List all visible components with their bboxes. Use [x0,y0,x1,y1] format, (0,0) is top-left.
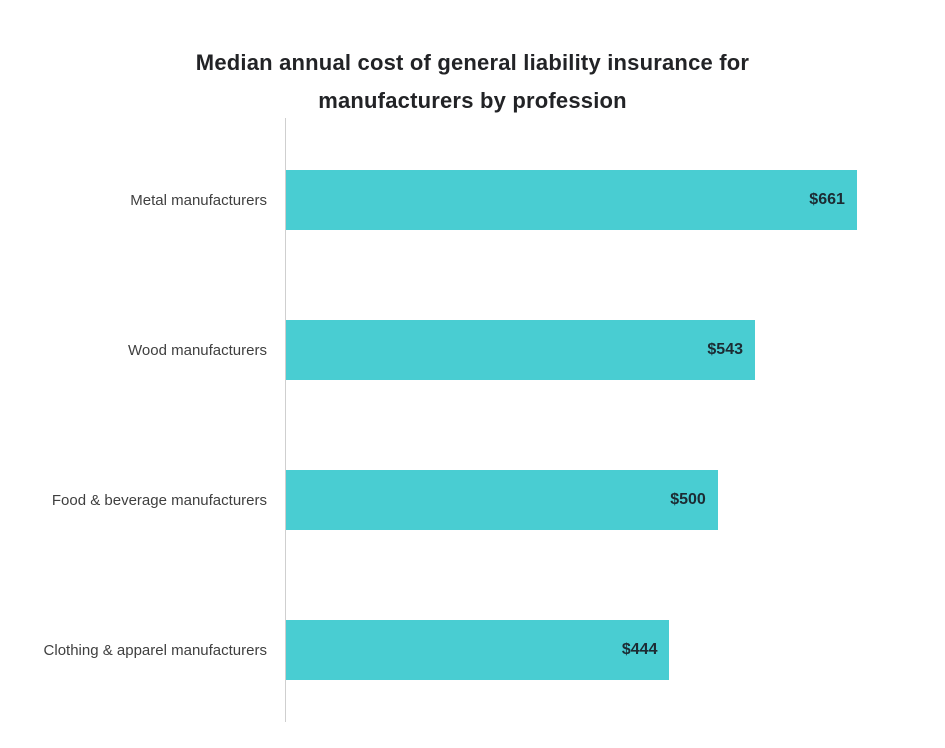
bar-track: $661 [286,170,945,230]
category-label: Food & beverage manufacturers [51,491,267,509]
category-label: Wood manufacturers [128,341,267,359]
category-label: Clothing & apparel manufacturers [43,641,267,659]
plot-area: Metal manufacturers $661 Wood manufacturer… [0,118,945,722]
bar-row: Food & beverage manufacturers $500 [0,470,945,530]
value-label: $661 [809,191,845,208]
bar: $500 [286,470,718,530]
chart-title: Median annual cost of general liability … [195,50,750,113]
category-label: Metal manufacturers [130,191,267,209]
value-label: $500 [670,491,706,508]
bar: $543 [286,320,755,380]
bar-track: $500 [286,470,945,530]
bar-row: Clothing & apparel manufacturers $444 [0,620,945,680]
value-label: $444 [621,641,658,658]
bar: $661 [286,170,857,230]
bar-row: Wood manufacturers $543 [0,320,945,380]
bar: $444 [286,620,670,680]
bar-row: Metal manufacturers $661 [0,170,945,230]
bar-track: $543 [286,320,945,380]
y-axis-line [285,118,286,722]
bar-track: $444 [286,620,945,680]
value-label: $543 [707,341,743,358]
